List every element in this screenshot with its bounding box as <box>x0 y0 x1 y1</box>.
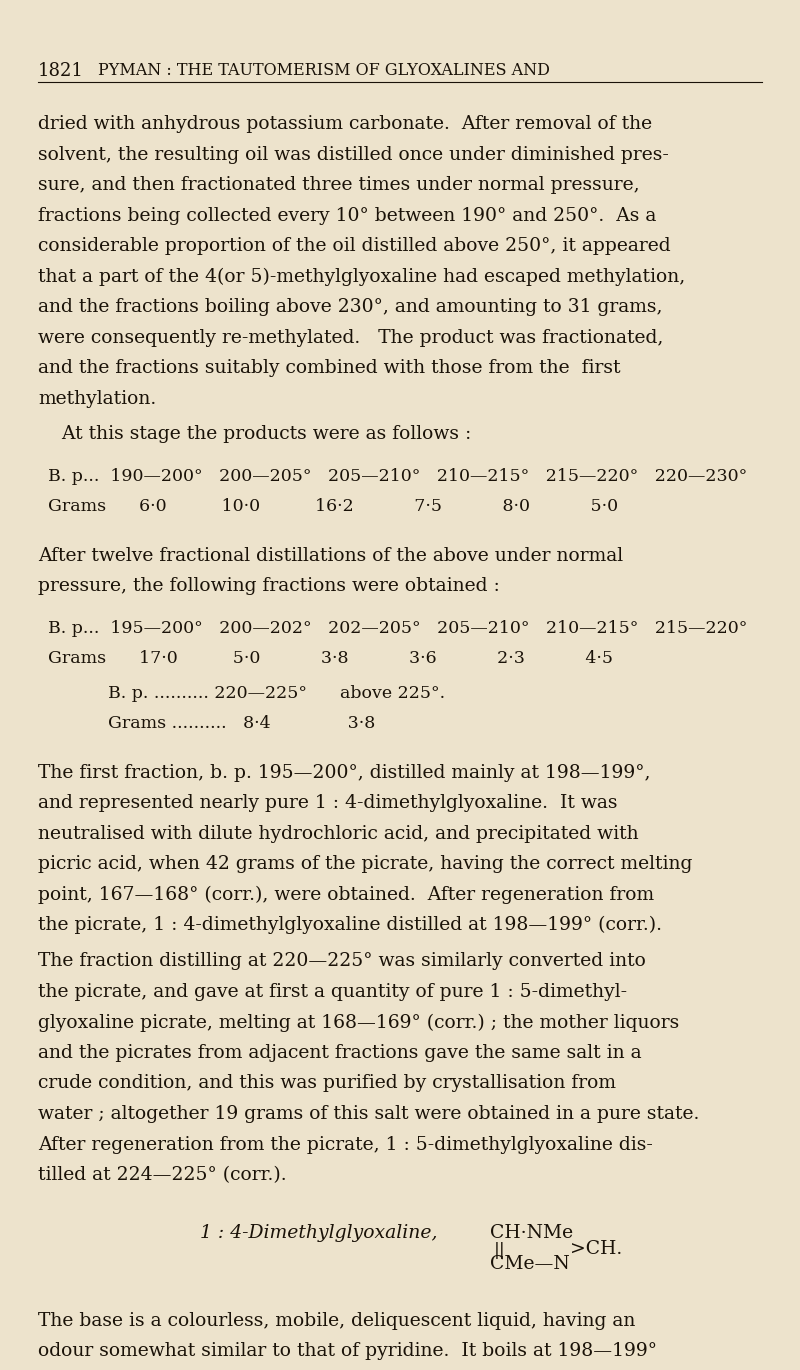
Text: After twelve fractional distillations of the above under normal: After twelve fractional distillations of… <box>38 547 623 564</box>
Text: neutralised with dilute hydrochloric acid, and precipitated with: neutralised with dilute hydrochloric aci… <box>38 825 638 843</box>
Text: and the fractions suitably combined with those from the  first: and the fractions suitably combined with… <box>38 359 621 377</box>
Text: 1821: 1821 <box>38 62 84 79</box>
Text: >CH.: >CH. <box>570 1240 622 1258</box>
Text: B. p. .......... 220—225°      above 225°.: B. p. .......... 220—225° above 225°. <box>108 685 445 701</box>
Text: methylation.: methylation. <box>38 389 156 407</box>
Text: picric acid, when 42 grams of the picrate, having the correct melting: picric acid, when 42 grams of the picrat… <box>38 855 692 873</box>
Text: and the fractions boiling above 230°, and amounting to 31 grams,: and the fractions boiling above 230°, an… <box>38 299 662 316</box>
Text: CH·NMe: CH·NMe <box>490 1225 573 1243</box>
Text: B. p...  190—200°   200—205°   205—210°   210—215°   215—220°   220—230°: B. p... 190—200° 200—205° 205—210° 210—2… <box>48 467 747 485</box>
Text: were consequently re-methylated.   The product was fractionated,: were consequently re-methylated. The pro… <box>38 329 663 347</box>
Text: solvent, the resulting oil was distilled once under diminished pres-: solvent, the resulting oil was distilled… <box>38 145 669 163</box>
Text: and represented nearly pure 1 : 4-dimethylglyoxaline.  It was: and represented nearly pure 1 : 4-dimeth… <box>38 795 618 812</box>
Text: PYMAN : THE TAUTOMERISM OF GLYOXALINES AND: PYMAN : THE TAUTOMERISM OF GLYOXALINES A… <box>98 62 550 79</box>
Text: that a part of the 4(or 5)-methylglyoxaline had escaped methylation,: that a part of the 4(or 5)-methylglyoxal… <box>38 267 686 286</box>
Text: water ; altogether 19 grams of this salt were obtained in a pure state.: water ; altogether 19 grams of this salt… <box>38 1106 699 1123</box>
Text: The base is a colourless, mobile, deliquescent liquid, having an: The base is a colourless, mobile, deliqu… <box>38 1311 635 1329</box>
Text: and the picrates from adjacent fractions gave the same salt in a: and the picrates from adjacent fractions… <box>38 1044 642 1062</box>
Text: glyoxaline picrate, melting at 168—169° (corr.) ; the mother liquors: glyoxaline picrate, melting at 168—169° … <box>38 1014 679 1032</box>
Text: fractions being collected every 10° between 190° and 250°.  As a: fractions being collected every 10° betw… <box>38 207 656 225</box>
Text: Grams      17·0          5·0           3·8           3·6           2·3          : Grams 17·0 5·0 3·8 3·6 2·3 <box>48 649 613 667</box>
Text: the picrate, 1 : 4-dimethylglyoxaline distilled at 198—199° (corr.).: the picrate, 1 : 4-dimethylglyoxaline di… <box>38 917 662 934</box>
Text: crude condition, and this was purified by crystallisation from: crude condition, and this was purified b… <box>38 1074 616 1092</box>
Text: After regeneration from the picrate, 1 : 5-dimethylglyoxaline dis-: After regeneration from the picrate, 1 :… <box>38 1136 653 1154</box>
Text: tilled at 224—225° (corr.).: tilled at 224—225° (corr.). <box>38 1166 286 1184</box>
Text: the picrate, and gave at first a quantity of pure 1 : 5-dimethyl-: the picrate, and gave at first a quantit… <box>38 984 627 1001</box>
Text: Grams ..........   8·4              3·8: Grams .......... 8·4 3·8 <box>108 715 375 732</box>
Text: point, 167—168° (corr.), were obtained.  After regeneration from: point, 167—168° (corr.), were obtained. … <box>38 885 654 904</box>
Text: The fraction distilling at 220—225° was similarly converted into: The fraction distilling at 220—225° was … <box>38 952 646 970</box>
Text: Grams      6·0          10·0          16·2           7·5           8·0          : Grams 6·0 10·0 16·2 7·5 8·0 <box>48 499 618 515</box>
Text: pressure, the following fractions were obtained :: pressure, the following fractions were o… <box>38 577 500 595</box>
Text: B. p...  195—200°   200—202°   202—205°   205—210°   210—215°   215—220°: B. p... 195—200° 200—202° 202—205° 205—2… <box>48 619 747 637</box>
Text: The first fraction, b. p. 195—200°, distilled mainly at 198—199°,: The first fraction, b. p. 195—200°, dist… <box>38 763 650 781</box>
Text: odour somewhat similar to that of pyridine.  It boils at 198—199°: odour somewhat similar to that of pyridi… <box>38 1343 657 1360</box>
Text: CMe—N: CMe—N <box>490 1255 570 1273</box>
Text: dried with anhydrous potassium carbonate.  After removal of the: dried with anhydrous potassium carbonate… <box>38 115 652 133</box>
Text: sure, and then fractionated three times under normal pressure,: sure, and then fractionated three times … <box>38 175 640 195</box>
Text: 1 : 4-Dimethylglyoxaline,: 1 : 4-Dimethylglyoxaline, <box>200 1225 438 1243</box>
Text: considerable proportion of the oil distilled above 250°, it appeared: considerable proportion of the oil disti… <box>38 237 670 255</box>
Text: At this stage the products were as follows :: At this stage the products were as follo… <box>38 425 471 443</box>
Text: ||: || <box>494 1241 506 1259</box>
